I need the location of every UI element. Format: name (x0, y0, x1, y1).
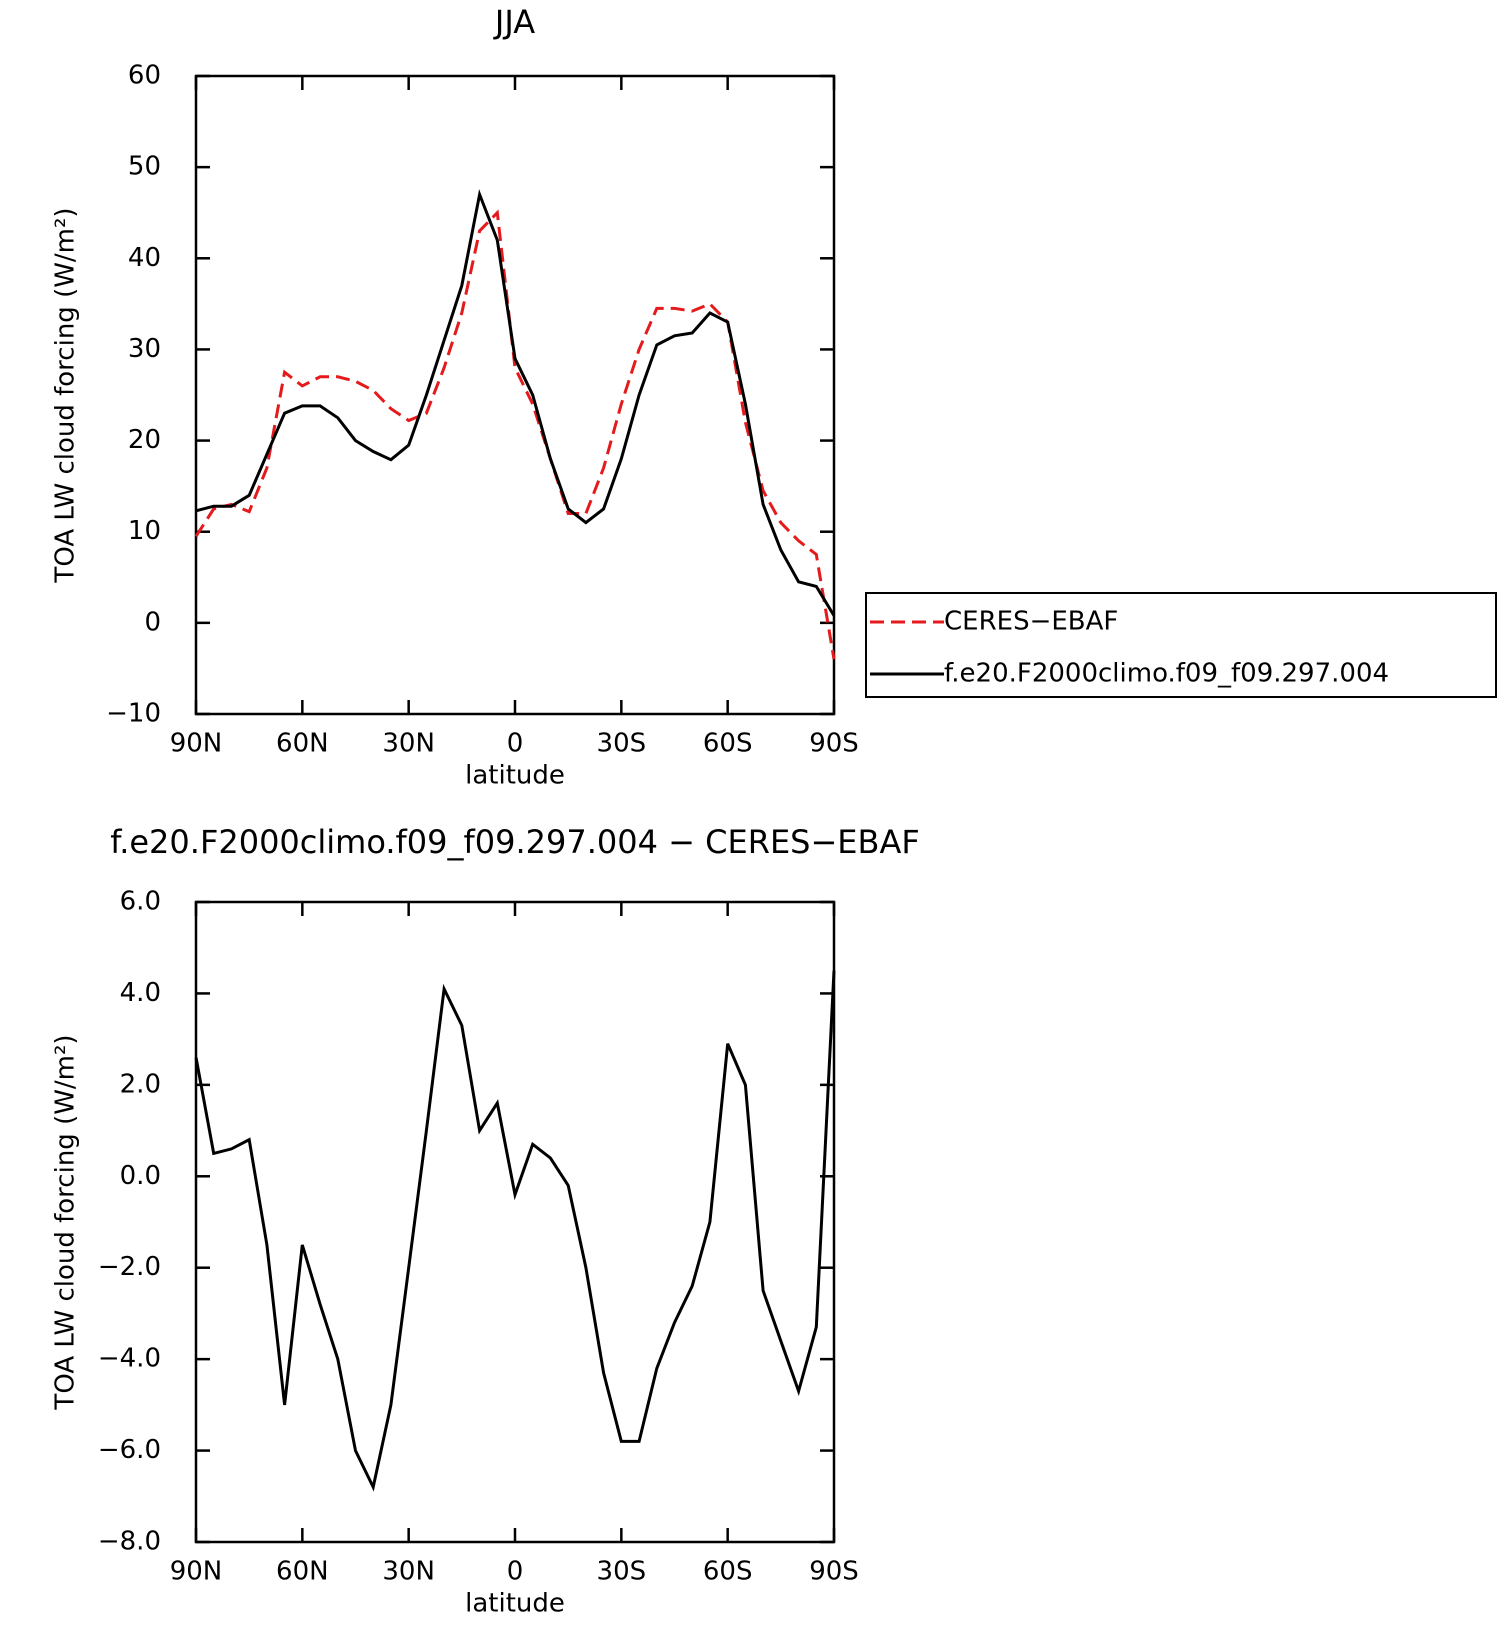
x-tick-label: 60S (703, 1557, 753, 1587)
x-tick-label: 60N (276, 729, 329, 759)
x-tick-label: 30S (597, 1557, 647, 1587)
data-line (194, 970, 836, 1492)
y-tick-label: 60 (128, 61, 161, 91)
y-tick-label: 0.0 (120, 1161, 161, 1191)
y-axis-label: TOA LW cloud forcing (W/m²) (51, 1034, 81, 1410)
y-tick-label: 10 (128, 516, 161, 546)
y-axis-label: TOA LW cloud forcing (W/m²) (51, 207, 81, 583)
y-tick-label: −8.0 (98, 1527, 161, 1557)
y-tick-label: −10 (106, 699, 161, 729)
x-tick-label: 0 (507, 729, 524, 759)
y-tick-label: 40 (128, 243, 161, 273)
y-tick-label: 20 (128, 425, 161, 455)
x-tick-label: 0 (507, 1557, 524, 1587)
x-tick-label: 90N (170, 729, 223, 759)
y-tick-label: −2.0 (98, 1252, 161, 1282)
x-tick-label: 30S (597, 729, 647, 759)
y-tick-label: 6.0 (120, 887, 161, 917)
y-tick-label: 4.0 (120, 978, 161, 1008)
chart-title: JJA (493, 3, 535, 41)
x-axis-label: latitude (465, 1589, 565, 1619)
y-tick-label: 0 (144, 607, 161, 637)
x-tick-label: 90N (170, 1557, 223, 1587)
y-tick-label: 50 (128, 152, 161, 182)
x-tick-label: 60S (703, 729, 753, 759)
legend-label: f.e20.F2000climo.f09_f09.297.004 (944, 659, 1389, 689)
plot-frame (194, 900, 836, 1544)
plot-frame (194, 74, 836, 716)
data-line (194, 209, 836, 660)
x-tick-label: 90S (809, 1557, 859, 1587)
y-tick-label: −4.0 (98, 1344, 161, 1374)
data-line (195, 189, 836, 617)
y-tick-label: −6.0 (98, 1435, 161, 1465)
x-axis-label: latitude (465, 761, 565, 791)
chart-title: f.e20.F2000climo.f09_f09.297.004 − CERES… (110, 823, 920, 861)
x-tick-label: 90S (809, 729, 859, 759)
y-tick-label: 2.0 (120, 1069, 161, 1099)
legend-box (865, 592, 1497, 698)
x-tick-label: 30N (382, 729, 435, 759)
y-tick-label: 30 (128, 334, 161, 364)
legend-label: CERES−EBAF (944, 607, 1118, 637)
x-tick-label: 30N (382, 1557, 435, 1587)
x-tick-label: 60N (276, 1557, 329, 1587)
